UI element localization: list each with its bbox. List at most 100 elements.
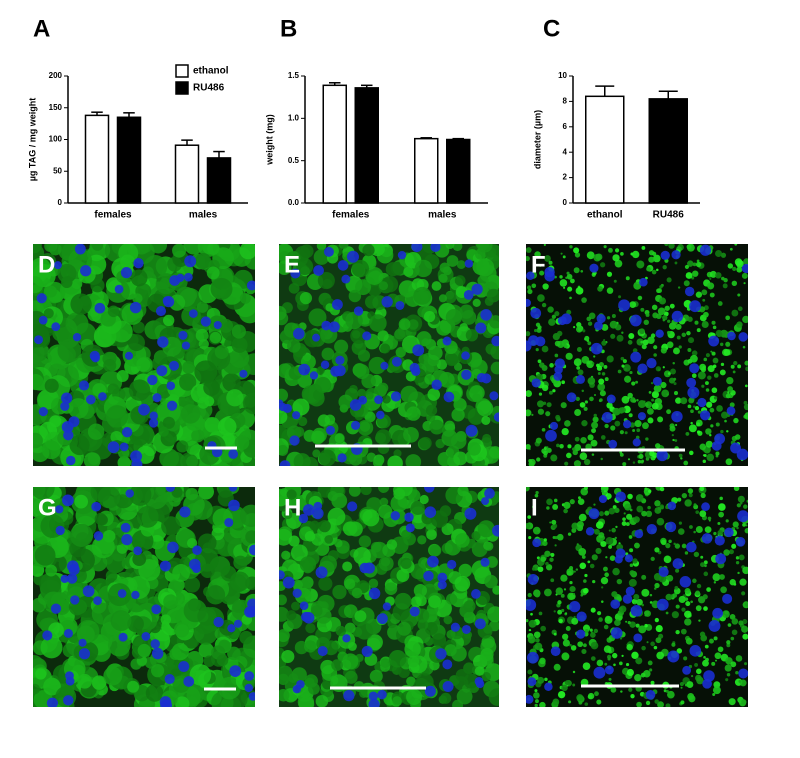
cell xyxy=(69,435,90,456)
cell xyxy=(561,684,568,692)
cell xyxy=(569,565,574,571)
nucleus xyxy=(131,590,140,600)
cell xyxy=(620,690,623,693)
cell xyxy=(596,363,600,368)
cell xyxy=(405,454,422,466)
cell xyxy=(614,536,617,540)
cell xyxy=(65,312,89,336)
cell xyxy=(57,338,82,363)
nucleus xyxy=(38,315,48,325)
cell xyxy=(348,452,363,466)
cell xyxy=(43,308,54,319)
cell xyxy=(531,283,537,289)
cell xyxy=(632,461,636,464)
cell xyxy=(636,701,642,707)
nucleus xyxy=(167,400,178,411)
cell xyxy=(583,406,588,411)
cell xyxy=(660,381,667,389)
cell xyxy=(656,651,665,660)
cell xyxy=(616,578,623,585)
cell xyxy=(686,244,695,252)
cell xyxy=(566,273,573,280)
cell xyxy=(568,700,572,704)
nucleus xyxy=(703,670,715,682)
cell xyxy=(614,420,621,427)
cell xyxy=(561,427,569,436)
cell xyxy=(587,377,596,385)
cell xyxy=(740,502,743,505)
nucleus xyxy=(442,681,454,693)
cell xyxy=(350,327,367,344)
bar xyxy=(648,98,688,204)
cell xyxy=(690,354,698,363)
cell xyxy=(546,506,550,510)
cell xyxy=(548,260,553,265)
cell xyxy=(33,497,53,517)
cell xyxy=(428,345,443,361)
nucleus xyxy=(554,358,565,369)
cell xyxy=(572,683,576,687)
cell xyxy=(459,323,468,332)
cell xyxy=(646,407,654,415)
cell xyxy=(368,578,379,589)
cell xyxy=(606,355,614,363)
nucleus xyxy=(239,369,248,378)
nucleus xyxy=(708,619,721,632)
cell xyxy=(378,281,389,291)
cell xyxy=(612,254,620,262)
cell xyxy=(195,328,209,342)
cell xyxy=(668,539,672,544)
cell xyxy=(541,263,544,267)
nucleus xyxy=(337,453,347,463)
nucleus xyxy=(639,277,648,287)
cell xyxy=(703,606,708,611)
nucleus xyxy=(346,250,359,263)
cell xyxy=(708,638,714,644)
cell xyxy=(103,666,123,686)
cell xyxy=(620,356,625,361)
cell xyxy=(685,601,691,607)
cell xyxy=(451,433,467,450)
cell xyxy=(636,505,644,513)
cell xyxy=(535,699,539,704)
cell xyxy=(651,390,660,399)
nucleus xyxy=(471,589,481,599)
cell xyxy=(569,585,576,593)
cell xyxy=(603,566,608,572)
cell xyxy=(479,651,494,666)
cell xyxy=(724,419,727,423)
cell xyxy=(576,365,581,370)
nucleus xyxy=(342,634,351,643)
cell xyxy=(645,437,649,441)
cell xyxy=(689,525,693,529)
cell xyxy=(49,415,62,428)
cell xyxy=(729,579,736,586)
nucleus xyxy=(368,587,381,600)
cell xyxy=(636,428,641,433)
cell xyxy=(40,636,63,659)
cell xyxy=(453,362,463,371)
cell xyxy=(554,353,559,358)
cell xyxy=(709,277,712,280)
cell xyxy=(91,244,104,251)
nucleus xyxy=(374,395,383,405)
cell xyxy=(197,397,210,409)
cell xyxy=(554,340,561,347)
cell xyxy=(651,269,657,275)
cell xyxy=(311,605,323,617)
nucleus xyxy=(531,378,541,388)
nucleus xyxy=(331,299,343,311)
cell xyxy=(651,304,658,311)
cell xyxy=(672,438,675,442)
nucleus xyxy=(671,250,681,260)
cell xyxy=(684,587,691,594)
nucleus xyxy=(528,335,539,346)
cell xyxy=(680,700,685,705)
nucleus xyxy=(526,271,535,280)
cell xyxy=(627,392,633,399)
cell xyxy=(675,568,680,573)
cell xyxy=(117,456,131,466)
nucleus xyxy=(122,427,133,438)
cell xyxy=(377,382,389,394)
cell xyxy=(535,437,542,444)
